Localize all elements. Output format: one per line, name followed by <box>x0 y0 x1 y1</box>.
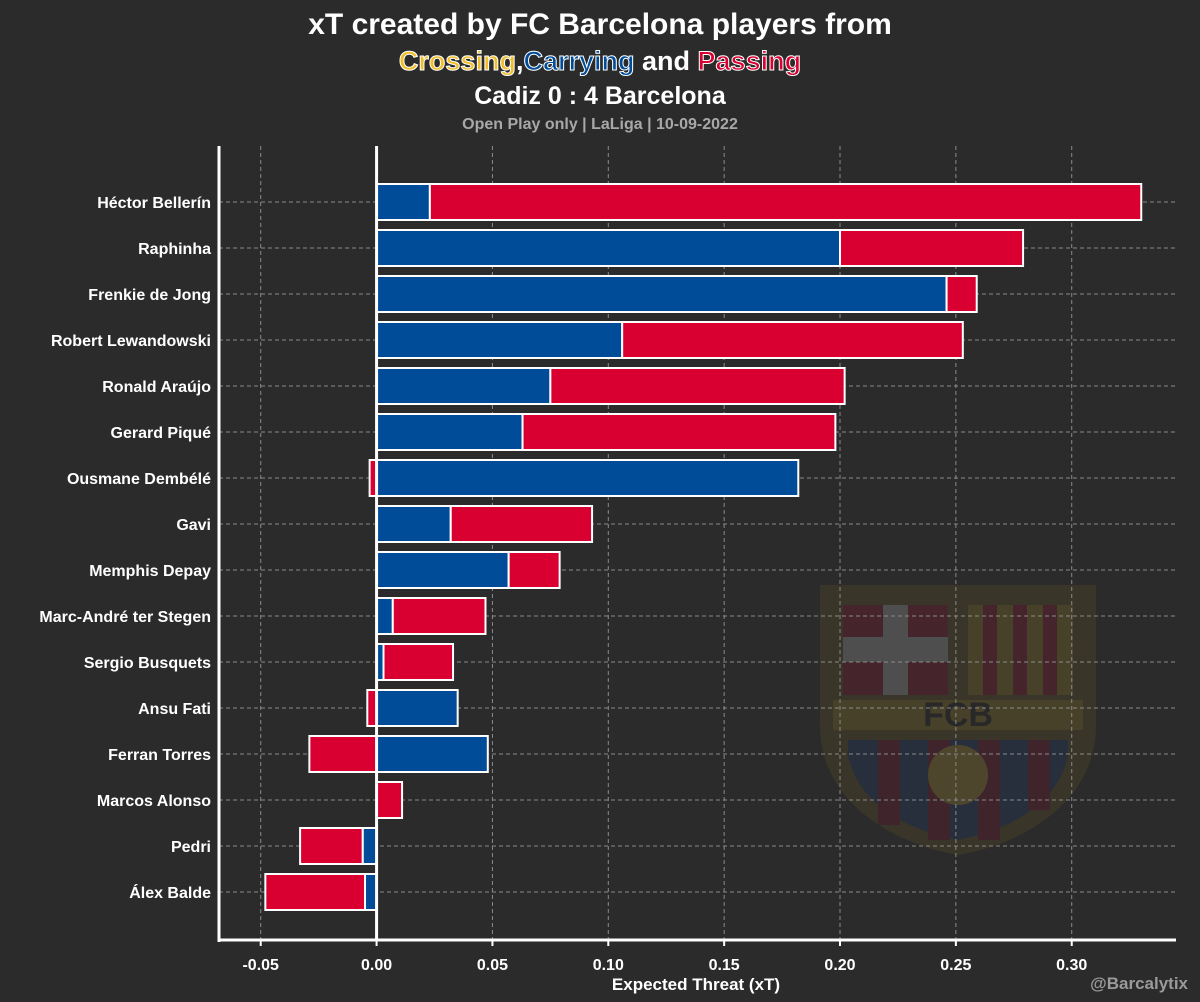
y-tick-label: Gavi <box>176 517 211 534</box>
bar-carrying <box>375 413 524 451</box>
x-axis: -0.05 0.00 0.05 0.10 0.15 0.20 0.25 0.30 <box>217 146 1176 974</box>
bar-passing <box>521 413 837 451</box>
x-axis-label: Expected Threat (xT) <box>612 975 780 994</box>
bar-passing <box>507 551 561 589</box>
bar-passing <box>621 321 964 359</box>
y-tick-label: Ferran Torres <box>108 747 211 764</box>
bar-carrying <box>375 275 948 313</box>
y-tick-label: Ousmane Dembélé <box>67 471 211 488</box>
x-tick-label: 0.20 <box>824 957 855 974</box>
y-tick-label: Ronald Araújo <box>102 379 211 396</box>
y-tick-label: Robert Lewandowski <box>51 333 211 350</box>
x-tick-label: 0.05 <box>477 957 508 974</box>
x-tick-label: 0.30 <box>1056 957 1087 974</box>
bar-passing <box>449 505 594 543</box>
bar-passing <box>391 597 487 635</box>
match-score: Cadiz 0 : 4 Barcelona <box>474 82 726 110</box>
bar-passing <box>308 735 378 773</box>
bar-carrying <box>375 229 842 267</box>
bar-passing <box>549 367 846 405</box>
bar-carrying <box>375 321 624 359</box>
legend-and: and <box>634 46 698 76</box>
y-tick-label: Ansu Fati <box>138 701 211 718</box>
bar-passing <box>382 643 455 681</box>
fcb-crest-logo: FCB <box>820 585 1096 855</box>
y-tick-label: Héctor Bellerín <box>97 195 211 212</box>
bar-passing <box>945 275 978 313</box>
chart-subtitle: Open Play only | LaLiga | 10-09-2022 <box>462 116 738 133</box>
y-tick-label: Álex Balde <box>129 883 211 902</box>
y-tick-label: Memphis Depay <box>89 563 211 580</box>
bar-carrying <box>375 689 459 727</box>
chart-title-legend: Crossing,Carrying and Passing <box>0 44 1200 78</box>
svg-text:FCB: FCB <box>923 696 993 734</box>
y-tick-label: Raphinha <box>138 241 211 258</box>
bar-carrying <box>363 873 378 911</box>
y-tick-label: Gerard Piqué <box>111 425 212 442</box>
title-block: xT created by FC Barcelona players from … <box>0 6 1200 136</box>
bar-carrying <box>375 597 394 635</box>
y-tick-label: Pedri <box>171 839 211 856</box>
y-tick-label: Marc-André ter Stegen <box>39 609 211 626</box>
bar-carrying <box>375 183 431 221</box>
bar-carrying <box>375 735 489 773</box>
bar-carrying <box>361 827 378 865</box>
x-tick-label: -0.05 <box>242 957 279 974</box>
bar-carrying <box>375 367 552 405</box>
x-tick-label: 0.10 <box>593 957 624 974</box>
legend-carrying: Carrying <box>523 46 635 77</box>
credit-handle: @Barcalytix <box>1090 974 1188 993</box>
chart-title: xT created by FC Barcelona players from <box>308 8 892 41</box>
legend-separator: , <box>515 46 524 76</box>
legend-passing: Passing <box>697 46 802 77</box>
bar-carrying <box>375 505 452 543</box>
bar-passing <box>299 827 364 865</box>
bar-passing <box>375 781 404 819</box>
y-tick-label: Marcos Alonso <box>97 793 211 810</box>
bar-carrying <box>375 551 510 589</box>
bars <box>264 183 1143 911</box>
legend-crossing: Crossing <box>398 46 516 77</box>
x-tick-label: 0.00 <box>361 957 392 974</box>
bar-passing <box>428 183 1143 221</box>
x-tick-label: 0.25 <box>940 957 971 974</box>
bar-passing <box>839 229 1025 267</box>
x-tick-label: 0.15 <box>709 957 740 974</box>
y-tick-label: Frenkie de Jong <box>88 287 211 304</box>
y-tick-label: Sergio Busquets <box>84 655 211 672</box>
y-axis-labels: Héctor Bellerín Raphinha Frenkie de Jong Ro… <box>39 195 211 902</box>
bar-carrying <box>375 459 800 497</box>
bar-passing <box>264 873 366 911</box>
